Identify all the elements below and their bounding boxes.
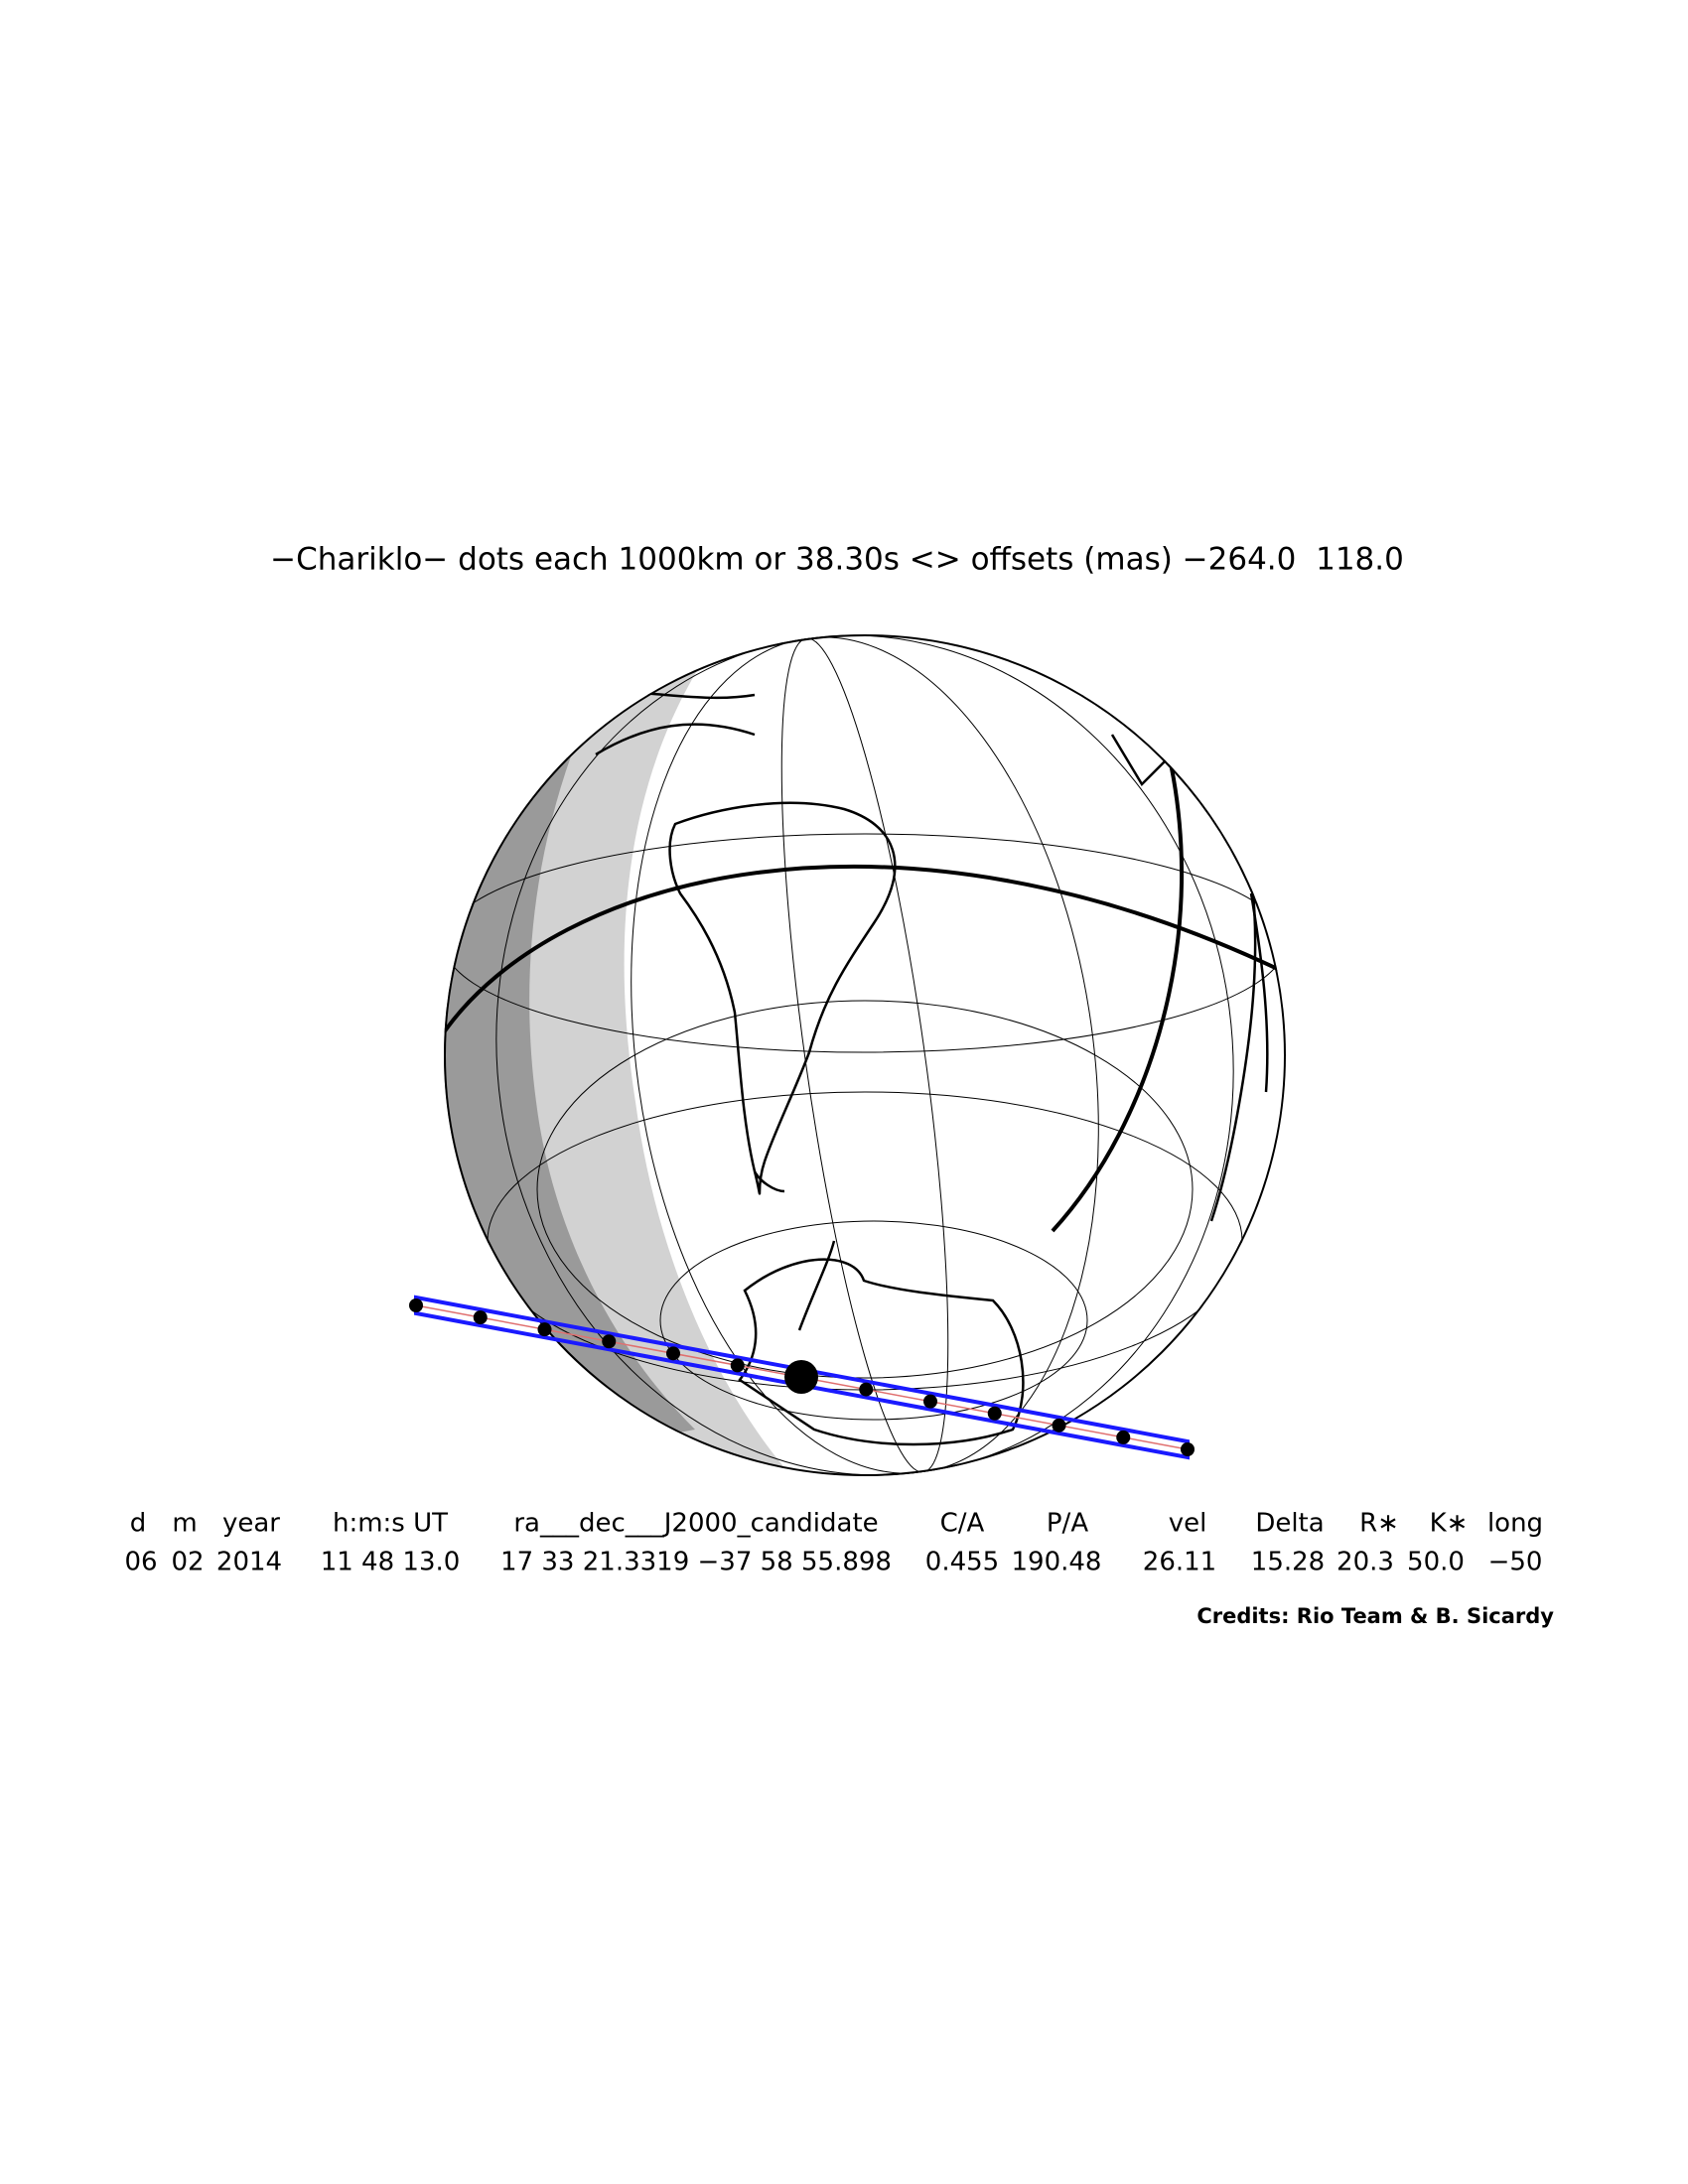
table-header: h:m:s UT xyxy=(333,1509,448,1539)
table-cell: 11 48 13.0 xyxy=(321,1548,461,1577)
path-dot xyxy=(987,1406,1002,1421)
table-header: K∗ xyxy=(1430,1509,1469,1539)
path-dot xyxy=(1052,1418,1066,1433)
table-cell: 02 xyxy=(171,1548,204,1577)
table-header: C/A xyxy=(940,1509,985,1539)
table-header: year xyxy=(222,1509,280,1539)
terminator xyxy=(1051,694,1184,1233)
table-cell: 06 xyxy=(124,1548,157,1577)
table-cell: 2014 xyxy=(216,1548,282,1577)
table-header: d xyxy=(130,1509,147,1539)
table-cell: 0.455 xyxy=(925,1548,999,1577)
shadow-path xyxy=(409,1295,1195,1460)
equator xyxy=(444,864,1286,1034)
table-header: Delta xyxy=(1255,1509,1324,1539)
path-dot xyxy=(923,1394,937,1409)
path-dot xyxy=(859,1382,874,1397)
table-cell: 15.28 xyxy=(1251,1548,1325,1577)
table-cell: 17 33 21.3319 −37 58 55.898 xyxy=(500,1548,892,1577)
path-dot xyxy=(1181,1442,1195,1456)
table-header: ra___dec___J2000_candidate xyxy=(513,1509,878,1539)
path-dot xyxy=(473,1310,488,1325)
table-header: m xyxy=(172,1509,197,1539)
table-cell: −50 xyxy=(1488,1548,1543,1577)
table-header: vel xyxy=(1169,1509,1207,1539)
event-table: d m year h:m:s UT ra___dec___J2000_candidate… xyxy=(124,1509,1543,1577)
table-cell: 190.48 xyxy=(1012,1548,1102,1577)
path-dot xyxy=(666,1346,680,1361)
table-header: P/A xyxy=(1047,1509,1088,1539)
credits: Credits: Rio Team & B. Sicardy xyxy=(1196,1604,1554,1628)
table-header: long xyxy=(1487,1509,1543,1539)
globe xyxy=(444,634,1286,1476)
table-cell: 50.0 xyxy=(1407,1548,1465,1577)
path-dot xyxy=(1116,1430,1131,1444)
table-cell: 26.11 xyxy=(1143,1548,1216,1577)
path-dot xyxy=(730,1358,745,1373)
path-dot xyxy=(537,1322,552,1337)
map-title: −Chariklo− dots each 1000km or 38.30s <>… xyxy=(270,542,1404,578)
table-cell: 20.3 xyxy=(1336,1548,1394,1577)
table-header: R∗ xyxy=(1359,1509,1399,1539)
path-dot xyxy=(602,1334,617,1349)
path-dot xyxy=(409,1298,423,1312)
closest-approach-dot xyxy=(784,1360,818,1394)
